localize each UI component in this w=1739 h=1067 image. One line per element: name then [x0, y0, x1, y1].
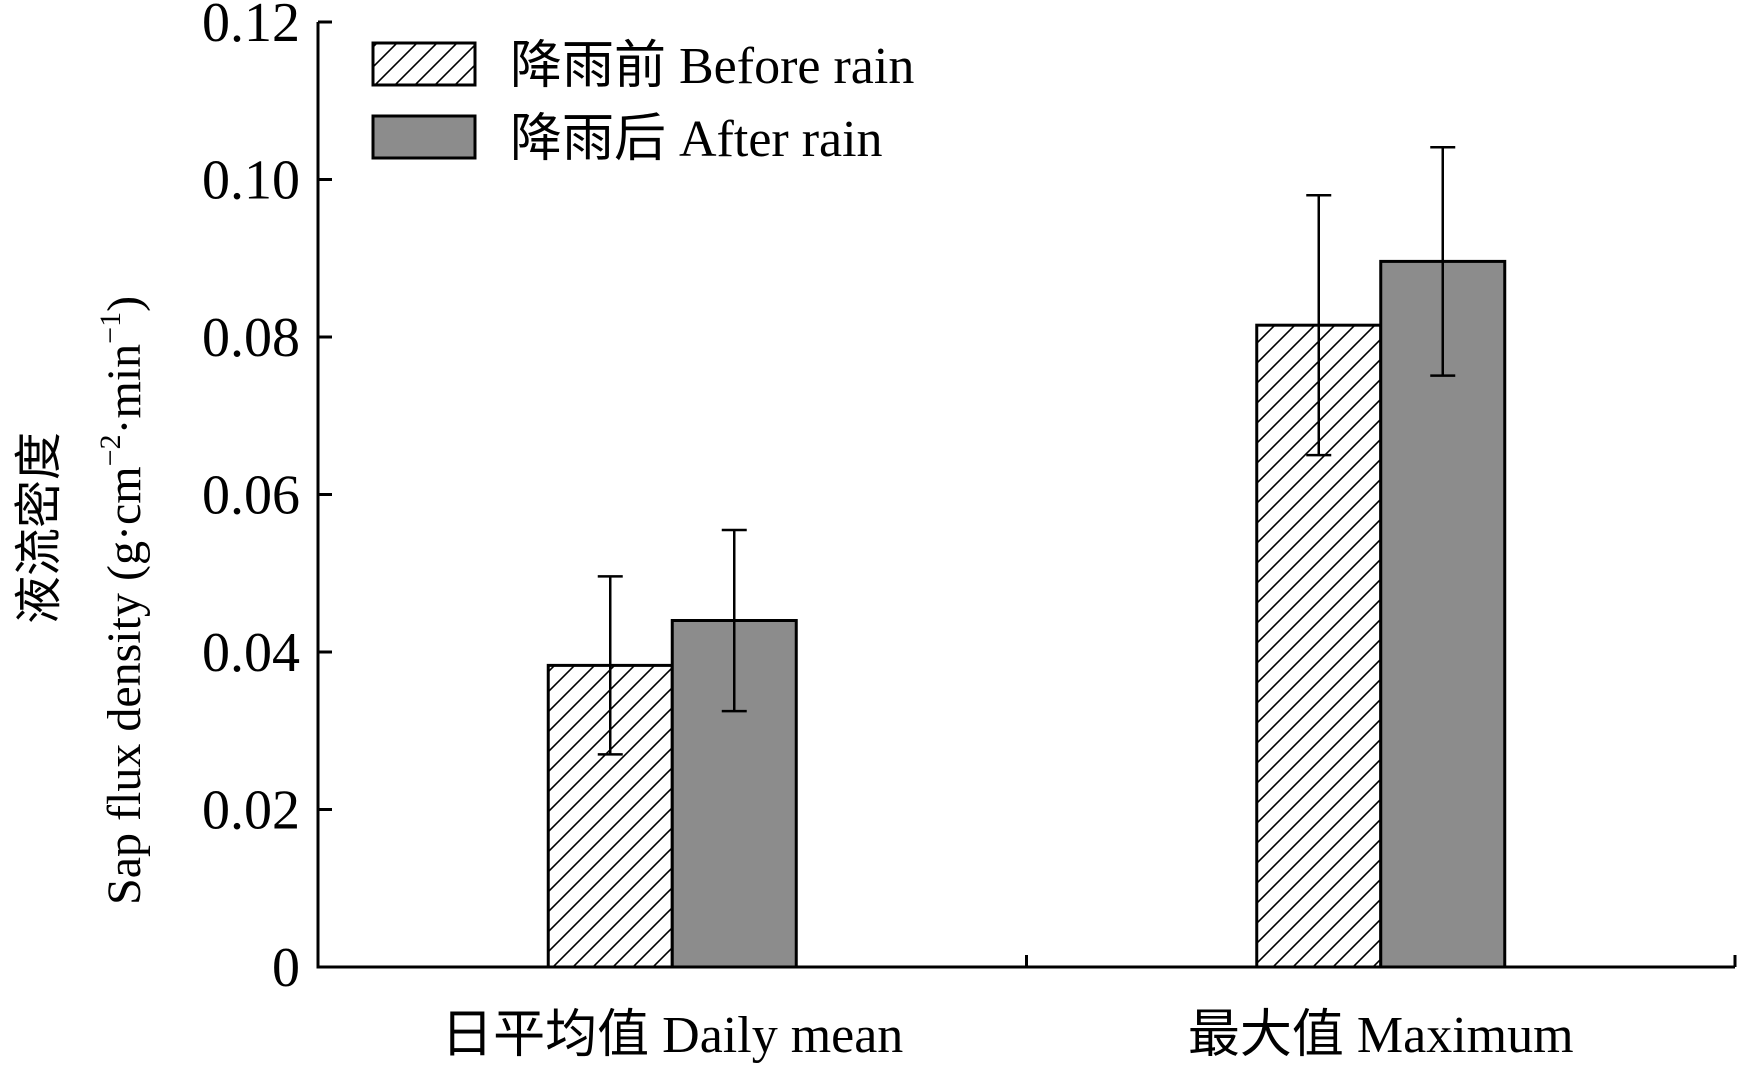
y-tick-label: 0.12 — [202, 0, 300, 54]
y-axis-title-en-main: Sap flux density (g·cm — [98, 466, 151, 905]
y-axis-title-en-end: ) — [98, 296, 151, 312]
y-axis-title-en: Sap flux density (g·cm−2·min−1) — [94, 296, 151, 905]
y-tick-label: 0.10 — [202, 150, 300, 212]
y-tick-label: 0.08 — [202, 307, 300, 369]
x-category-label: 最大值 Maximum — [1188, 1007, 1574, 1064]
x-category-labels: 日平均值 Daily mean 最大值 Maximum — [441, 1007, 1573, 1064]
y-axis-title-en-mid: ·min — [98, 344, 151, 435]
y-tick-label: 0 — [272, 937, 300, 999]
legend-label-after-rain: 降雨后 After rain — [510, 111, 883, 168]
legend: 降雨前 Before rain 降雨后 After rain — [371, 38, 914, 168]
y-axis-title: 液流密度 Sap flux density (g·cm−2·min−1) — [13, 296, 151, 905]
bars — [546, 259, 1507, 969]
y-axis-title-sup-2: −1 — [94, 312, 127, 344]
y-axis-title-sup-1: −2 — [94, 434, 127, 466]
legend-swatch-after-rain — [371, 114, 477, 160]
legend-swatch-before-rain — [371, 41, 477, 87]
error-bars — [597, 145, 1456, 756]
y-tick-label: 0.06 — [202, 465, 300, 527]
y-tick-labels: 0 0.02 0.04 0.06 0.08 0.10 0.12 — [202, 0, 300, 999]
legend-label-before-rain: 降雨前 Before rain — [510, 38, 914, 95]
y-tick-label: 0.02 — [202, 780, 300, 842]
bar-after-rain-1 — [1379, 259, 1507, 969]
x-category-label: 日平均值 Daily mean — [441, 1007, 903, 1064]
y-tick-label: 0.04 — [202, 622, 300, 684]
y-axis-title-cn: 液流密度 — [13, 432, 66, 624]
